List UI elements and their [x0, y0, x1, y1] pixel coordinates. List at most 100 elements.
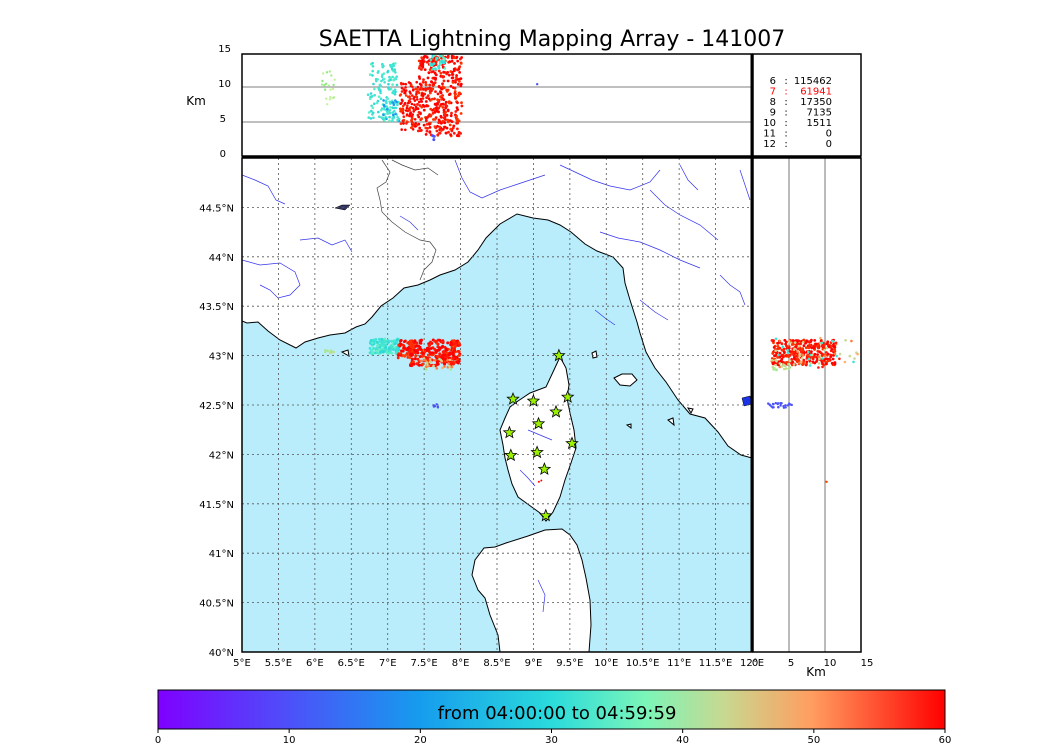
lightning-source — [447, 130, 450, 134]
lightning-source — [451, 357, 455, 360]
lightning-source — [833, 348, 837, 352]
lightning-source — [787, 355, 790, 358]
lightning-source — [396, 118, 399, 122]
lightning-source — [445, 348, 449, 352]
figure-title: SAETTA Lightning Mapping Array - 141007 — [319, 27, 786, 52]
lightning-source — [453, 86, 457, 90]
lightning-source — [778, 351, 782, 355]
lightning-source — [328, 98, 332, 101]
lightning-source — [821, 365, 824, 369]
lightning-source — [458, 65, 462, 68]
lightning-source — [438, 338, 442, 342]
lightning-source — [381, 63, 384, 67]
lightning-source — [401, 354, 405, 357]
lightning-source — [437, 121, 441, 124]
altitude-latitude-panel: 0 5 10 15 Km — [752, 157, 874, 679]
montecristo-island — [625, 423, 632, 429]
lightning-source — [405, 106, 409, 110]
lightning-source — [853, 357, 856, 360]
lightning-source — [796, 347, 800, 351]
lightning-source — [435, 367, 439, 370]
colorbar-tick-label: 0 — [155, 735, 161, 746]
lightning-source — [428, 83, 432, 87]
map-panel: 5°E 5.5°E 6°E 6.5°E 7°E 7.5°E 8°E 8.5°E 9°E 9.5°E… — [199, 157, 764, 669]
lightning-source — [410, 357, 414, 361]
lightning-source — [781, 345, 785, 349]
lightning-source — [450, 365, 454, 369]
lightning-source — [434, 106, 438, 110]
lightning-source — [420, 68, 423, 71]
lightning-source — [387, 349, 391, 353]
lightning-source — [805, 362, 808, 366]
lightning-source — [821, 362, 824, 366]
lightning-source — [332, 96, 336, 99]
lightning-source — [449, 343, 453, 347]
lightning-source — [395, 75, 399, 78]
lat-tick-label: 43.5°N — [199, 302, 234, 313]
lightning-source — [429, 87, 432, 91]
lightning-source — [439, 71, 443, 75]
lat-tick-label: 43°N — [209, 352, 234, 363]
lightning-source — [369, 117, 373, 120]
lightning-source — [811, 356, 815, 360]
lightning-source — [324, 82, 328, 86]
lightning-source — [443, 57, 446, 60]
lightning-source — [428, 131, 432, 134]
lightning-source — [448, 60, 452, 64]
lightning-source — [419, 97, 423, 101]
lightning-source — [412, 97, 415, 100]
lightning-source — [388, 119, 391, 123]
lightning-source — [404, 86, 407, 89]
lightning-source — [774, 349, 777, 353]
lightning-source — [390, 351, 394, 355]
lightning-source — [457, 67, 461, 71]
lon-tick-label: 12°E — [740, 658, 764, 669]
lightning-source — [434, 350, 438, 354]
lightning-source — [370, 109, 373, 113]
side-alt-tick-15: 15 — [861, 658, 874, 669]
lightning-source — [369, 92, 373, 95]
lightning-source — [807, 346, 811, 350]
lightning-source — [383, 77, 386, 81]
lightning-source — [410, 120, 414, 123]
lightning-source — [400, 86, 404, 90]
lightning-source — [441, 82, 444, 86]
lightning-source — [329, 88, 332, 91]
station-id: 8 — [770, 97, 776, 108]
colorbar: from 04:00:00 to 04:59:59 0 10 20 30 40 50 60 — [155, 689, 951, 746]
lightning-source — [386, 97, 390, 100]
lightning-source — [449, 70, 453, 73]
lightning-source — [391, 101, 394, 104]
lightning-source — [812, 346, 816, 350]
lightning-source — [395, 338, 399, 342]
lightning-source — [821, 353, 824, 356]
lightning-source — [777, 406, 780, 409]
lightning-source — [787, 347, 791, 350]
lightning-source — [373, 93, 377, 97]
lightning-source — [390, 339, 393, 343]
lightning-source — [796, 342, 799, 346]
station-id: 9 — [770, 108, 776, 119]
lat-tick-label: 44°N — [209, 253, 234, 264]
lightning-source — [441, 353, 444, 357]
lightning-source — [802, 344, 806, 348]
station-sep: : — [784, 129, 787, 140]
lightning-source — [814, 342, 818, 346]
lightning-source — [423, 105, 426, 108]
lightning-source — [800, 356, 804, 360]
lightning-source — [326, 349, 329, 353]
lightning-source — [414, 349, 418, 353]
lightning-source — [397, 354, 400, 357]
station-star — [552, 348, 566, 362]
lightning-source — [785, 344, 788, 348]
station-id: 7 — [770, 87, 776, 98]
lightning-source — [771, 352, 775, 355]
lightning-source — [443, 61, 447, 64]
lightning-source — [417, 75, 421, 79]
lightning-source — [456, 101, 459, 105]
lightning-source — [776, 363, 779, 366]
lightning-source — [399, 352, 402, 356]
lightning-source — [420, 100, 424, 103]
lightning-source — [457, 359, 461, 363]
lightning-source — [804, 346, 808, 350]
